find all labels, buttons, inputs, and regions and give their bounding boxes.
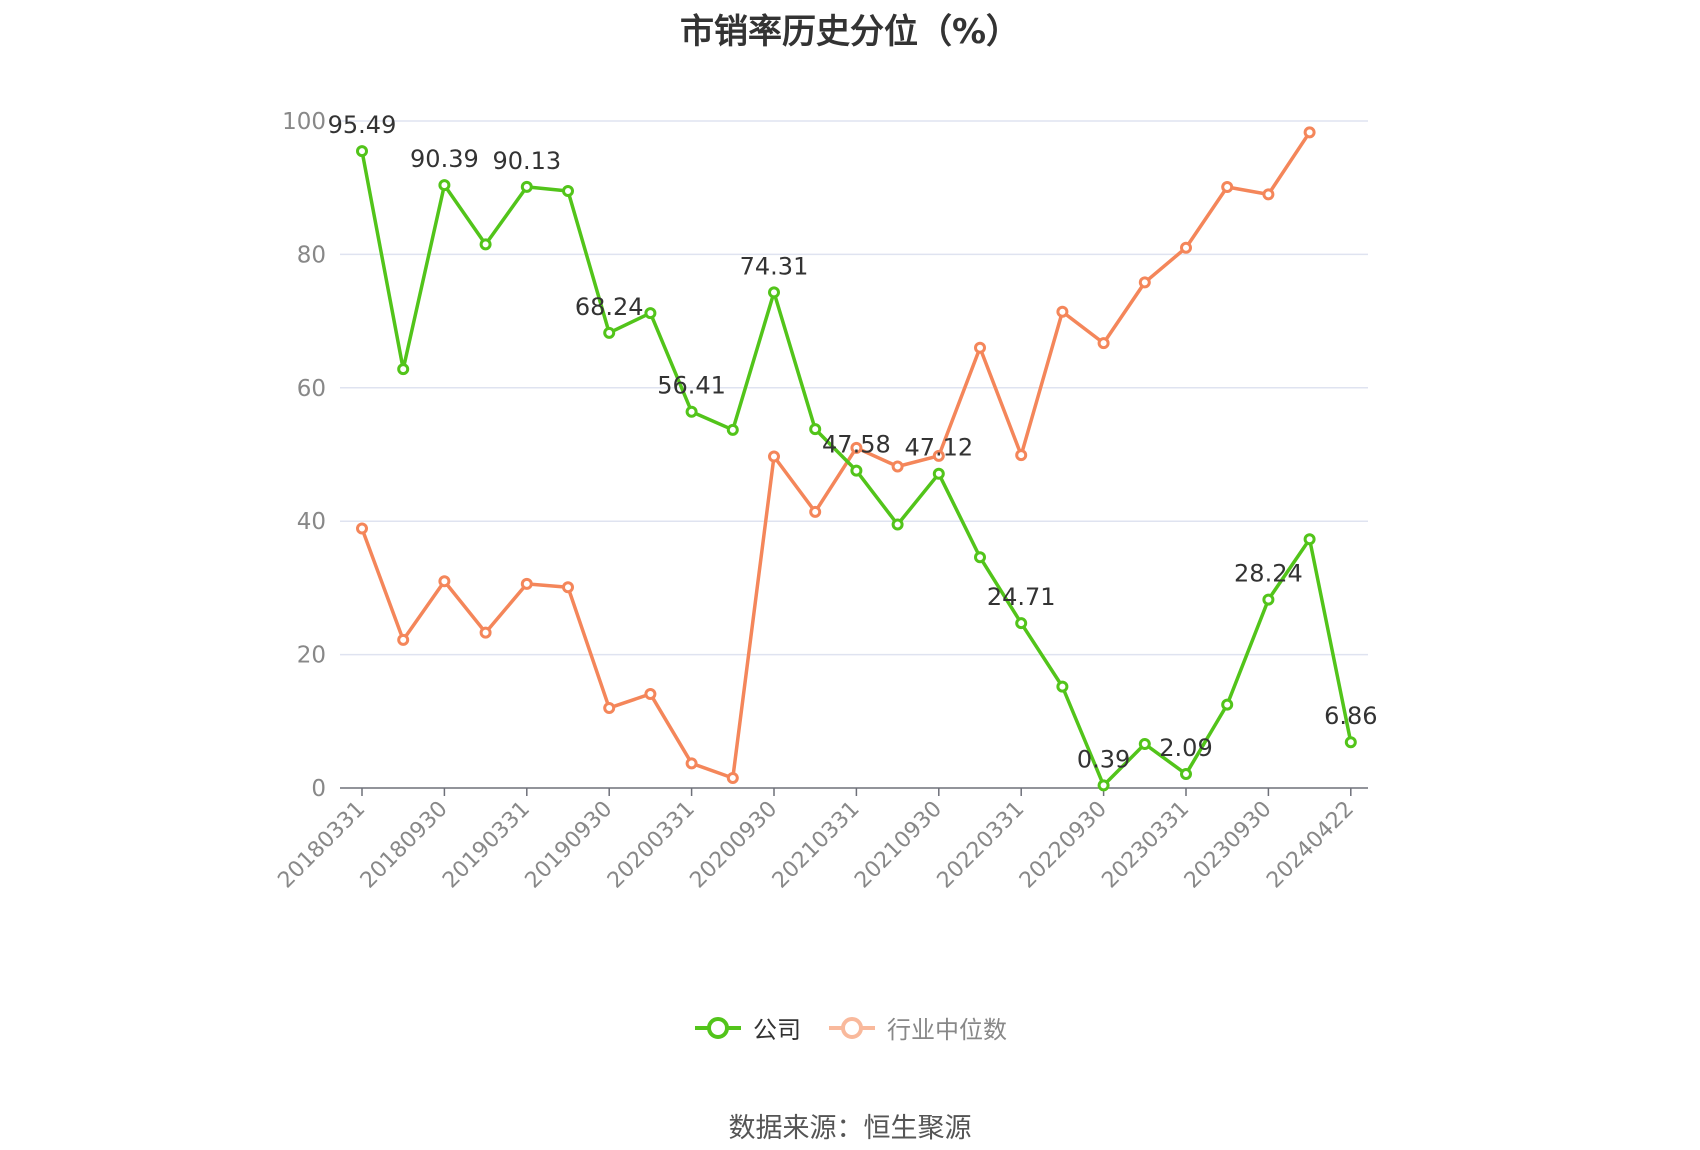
data-label: 28.24 xyxy=(1234,560,1303,588)
data-point xyxy=(974,551,986,564)
x-tick-label: 20210331 xyxy=(768,797,865,894)
data-point xyxy=(1221,698,1234,711)
x-tick-label: 20190930 xyxy=(521,797,618,894)
legend-item-company[interactable]: 公司 xyxy=(693,1010,801,1045)
data-label: 90.39 xyxy=(410,145,479,173)
y-tick-label: 0 xyxy=(311,776,326,802)
x-axis: 2018033120180930201903312019093020200331… xyxy=(273,787,1368,894)
data-point xyxy=(685,405,698,418)
data-point xyxy=(1221,181,1234,194)
data-point xyxy=(644,687,657,700)
x-tick-label: 20240422 xyxy=(1262,797,1359,894)
data-point xyxy=(520,180,533,193)
x-tick-label: 20180331 xyxy=(273,797,370,894)
grid-lines xyxy=(340,120,1368,656)
data-point xyxy=(1056,680,1069,693)
x-tick-label: 20230331 xyxy=(1097,797,1194,894)
data-point xyxy=(562,185,574,198)
data-point xyxy=(726,771,739,784)
data-point xyxy=(603,326,616,339)
series-line xyxy=(360,131,1312,780)
data-point xyxy=(356,522,368,535)
data-label: 47.58 xyxy=(822,431,891,459)
data-point xyxy=(1015,617,1028,630)
data-label: 56.41 xyxy=(657,372,726,400)
data-label: 6.86 xyxy=(1324,702,1377,730)
data-point xyxy=(1138,737,1151,750)
data-labels: 95.49 90.39 90.13 68.24 56.41 74.31 47.58 47.12… xyxy=(328,111,1378,773)
data-point xyxy=(397,363,410,376)
x-tick-label: 20210930 xyxy=(850,797,947,894)
data-point xyxy=(397,633,410,646)
data-point xyxy=(1097,337,1110,350)
x-tick-label: 20200331 xyxy=(603,797,700,894)
data-point xyxy=(809,423,822,436)
y-tick-label: 100 xyxy=(282,109,326,135)
legend-label-industry: 行业中位数 xyxy=(887,1016,1007,1044)
x-tick-label: 20230930 xyxy=(1180,797,1277,894)
data-point xyxy=(850,441,863,454)
x-tick-label: 20220331 xyxy=(933,797,1030,894)
data-label: 0.39 xyxy=(1077,745,1130,773)
data-label: 68.24 xyxy=(575,293,644,321)
data-point xyxy=(932,449,945,462)
x-tick-label: 20190331 xyxy=(438,797,535,894)
x-tick-label: 20200930 xyxy=(685,797,782,894)
line-marker-icon xyxy=(827,1014,877,1042)
data-point xyxy=(1344,736,1357,749)
data-label: 95.49 xyxy=(328,111,397,139)
data-point xyxy=(1303,533,1316,546)
data-point xyxy=(644,307,657,320)
data-point xyxy=(891,518,904,531)
data-point xyxy=(1056,305,1069,318)
data-point xyxy=(1138,276,1151,289)
y-tick-label: 40 xyxy=(297,509,326,535)
data-label: 24.71 xyxy=(987,583,1056,611)
x-tick-label: 20220930 xyxy=(1015,797,1112,894)
data-point xyxy=(438,179,451,192)
data-point xyxy=(850,464,863,477)
data-point xyxy=(603,701,616,714)
data-point xyxy=(479,238,492,251)
data-point xyxy=(974,341,986,354)
chart-title: 市销率历史分位（%） xyxy=(679,12,1021,52)
legend-label-company: 公司 xyxy=(753,1016,801,1044)
data-point xyxy=(562,581,574,594)
data-point xyxy=(479,626,492,639)
data-label: 74.31 xyxy=(740,252,809,280)
data-point xyxy=(520,577,533,590)
data-point xyxy=(1180,241,1192,254)
data-point xyxy=(1180,768,1192,781)
data-point xyxy=(1097,779,1110,792)
legend: 公司 行业中位数 xyxy=(0,1010,1700,1045)
x-tick-label: 20180930 xyxy=(356,797,453,894)
y-axis: 0 20 40 60 80 100 xyxy=(282,109,326,802)
data-point xyxy=(809,505,822,518)
data-point xyxy=(1303,126,1316,139)
line-chart: 0 20 40 60 80 100 201803312018093020190331201… xyxy=(273,109,1378,894)
series-layer xyxy=(356,126,1357,792)
data-point xyxy=(768,450,780,463)
data-label: 47.12 xyxy=(904,434,973,462)
data-point xyxy=(768,286,780,299)
y-tick-label: 80 xyxy=(297,242,326,268)
data-point xyxy=(1015,449,1028,462)
data-point xyxy=(1262,593,1275,606)
legend-item-industry[interactable]: 行业中位数 xyxy=(827,1010,1007,1045)
y-tick-label: 20 xyxy=(297,643,326,669)
data-label: 2.09 xyxy=(1159,734,1212,762)
data-point xyxy=(726,423,739,436)
data-point xyxy=(685,757,698,770)
data-point xyxy=(1262,188,1275,201)
data-source: 数据来源：恒生聚源 xyxy=(728,1113,972,1144)
y-tick-label: 60 xyxy=(297,376,326,402)
data-label: 90.13 xyxy=(492,147,561,175)
line-marker-icon xyxy=(693,1014,743,1042)
data-point xyxy=(891,460,904,473)
data-point xyxy=(438,575,451,588)
data-point xyxy=(932,467,945,480)
data-point xyxy=(356,145,368,158)
